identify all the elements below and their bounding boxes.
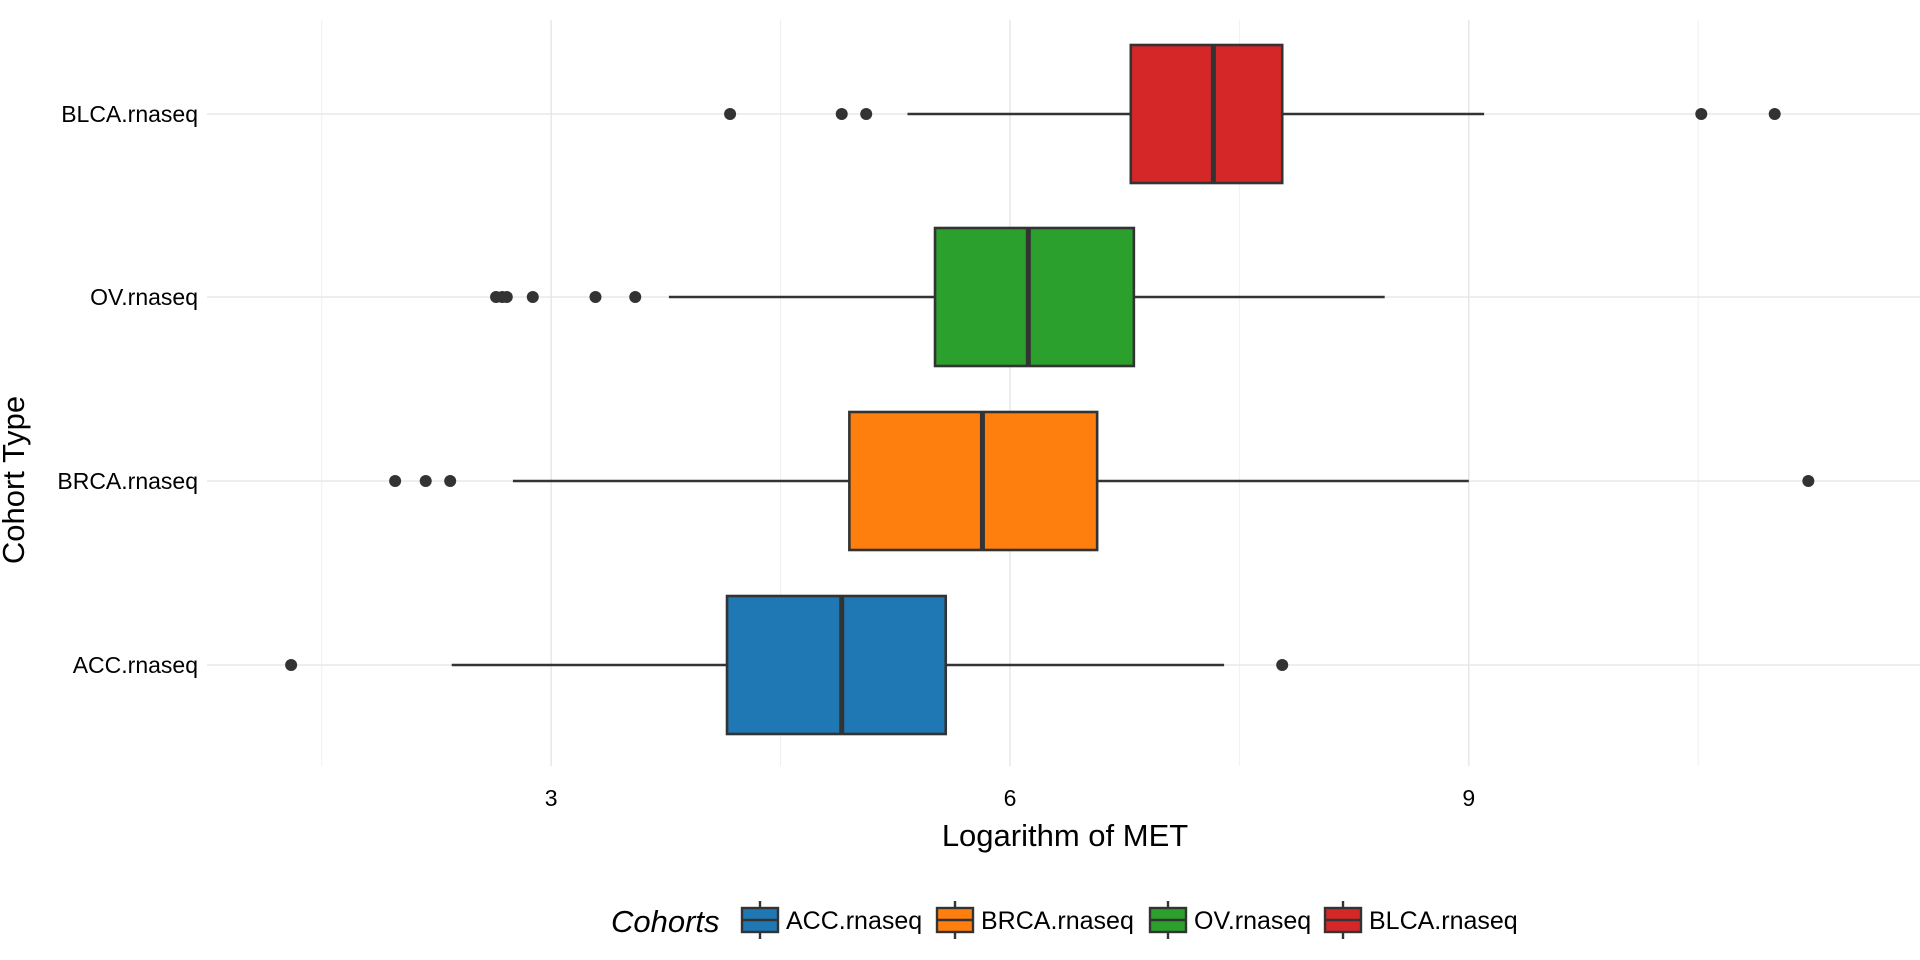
outlier-point (1768, 108, 1781, 120)
box-blca-rnaseq (724, 43, 1781, 185)
box-iqr (725, 594, 948, 736)
y-tick-label: BLCA.rnaseq (61, 101, 198, 127)
x-tick-label: 6 (1004, 785, 1017, 811)
box-iqr (848, 410, 1099, 552)
legend-label: BRCA.rnaseq (981, 907, 1134, 935)
x-tick-label: 3 (545, 785, 558, 811)
outlier-point (835, 108, 848, 120)
outlier-point (500, 291, 513, 303)
outlier-point (1695, 108, 1708, 120)
legend: Cohorts ACC.rnaseq BRCA.rnaseq OV.rnaseq BL… (611, 901, 1518, 939)
y-tick-label: ACC.rnaseq (73, 652, 198, 678)
legend-title: Cohorts (611, 904, 720, 939)
legend-item-acc-rnaseq: ACC.rnaseq (740, 901, 922, 939)
legend-label: ACC.rnaseq (786, 907, 922, 935)
legend-item-blca-rnaseq: BLCA.rnaseq (1323, 901, 1518, 939)
y-tick-label: BRCA.rnaseq (57, 468, 198, 494)
y-axis-title: Cohort Type (0, 396, 31, 564)
outlier-point (629, 291, 642, 303)
x-axis-title: Logarithm of MET (942, 818, 1188, 853)
outlier-point (1276, 659, 1289, 671)
outlier-point (419, 475, 432, 487)
box-acc-rnaseq (285, 594, 1289, 736)
y-tick-label: OV.rnaseq (90, 284, 198, 310)
box-brca-rnaseq (389, 410, 1815, 552)
box-iqr (1129, 43, 1284, 185)
y-tick-labels: ACC.rnaseq BRCA.rnaseq OV.rnaseq BLCA.rnase… (57, 101, 198, 678)
outlier-point (1802, 475, 1815, 487)
legend-item-brca-rnaseq: BRCA.rnaseq (935, 901, 1134, 939)
outlier-point (724, 108, 737, 120)
outlier-point (389, 475, 402, 487)
outlier-point (444, 475, 457, 487)
x-tick-labels: 3 6 9 (545, 785, 1475, 811)
legend-label: BLCA.rnaseq (1369, 907, 1518, 935)
legend-label: OV.rnaseq (1194, 907, 1311, 935)
legend-item-ov-rnaseq: OV.rnaseq (1148, 901, 1311, 939)
outlier-point (526, 291, 539, 303)
box-layer (285, 43, 1815, 736)
outlier-point (285, 659, 298, 671)
box-iqr (933, 226, 1136, 368)
grid-lines (207, 20, 1920, 766)
outlier-point (589, 291, 602, 303)
x-tick-label: 9 (1462, 785, 1475, 811)
outlier-point (860, 108, 873, 120)
box-ov-rnaseq (490, 226, 1385, 368)
